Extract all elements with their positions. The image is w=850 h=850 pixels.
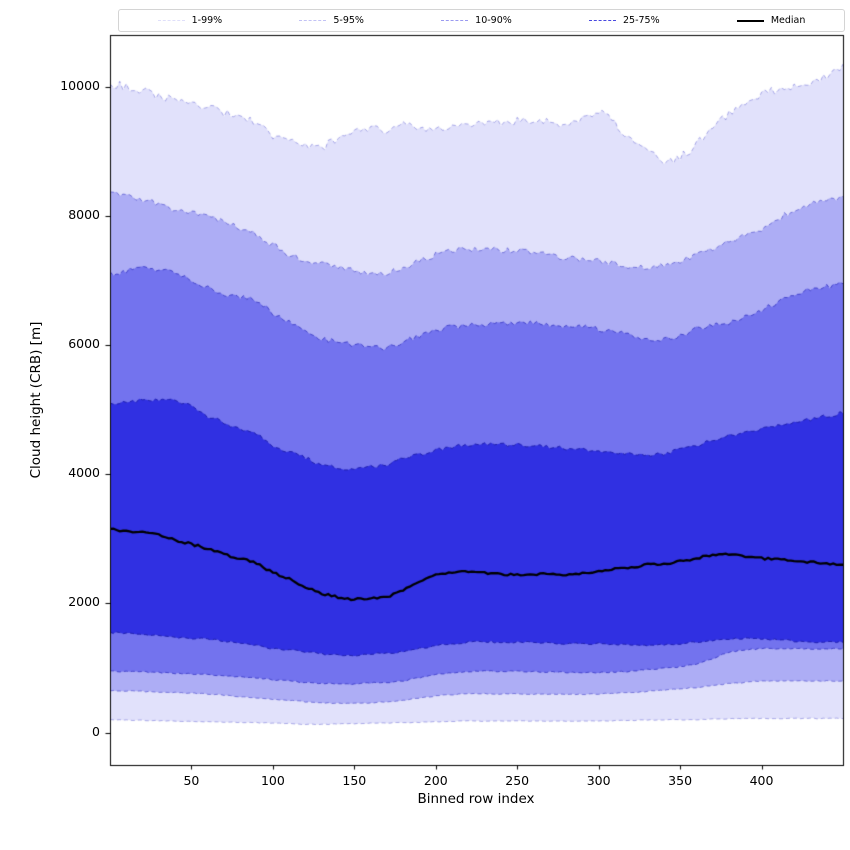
legend-label: 5-95%	[333, 15, 364, 26]
y-axis-label: Cloud height (CRB) [m]	[28, 321, 44, 479]
legend-entry-1-99-: 1-99%	[157, 15, 223, 26]
y-tick-label: 6000	[68, 336, 100, 352]
legend-line-swatch	[157, 20, 185, 21]
legend-line-swatch	[736, 19, 764, 22]
legend-label: 1-99%	[191, 15, 223, 26]
y-tick-label: 2000	[68, 594, 100, 610]
legend-label: 25-75%	[622, 15, 660, 26]
x-tick-label: 150	[342, 773, 367, 788]
x-axis-label: Binned row index	[417, 791, 535, 807]
x-tick-label: 50	[183, 773, 200, 788]
legend-label: Median	[770, 15, 806, 26]
y-tick-label: 0	[92, 723, 100, 739]
y-tick-label: 4000	[68, 465, 100, 481]
legend-entry-median: Median	[736, 15, 806, 26]
legend-entry-25-75-: 25-75%	[588, 15, 660, 26]
legend-entry-10-90-: 10-90%	[441, 15, 512, 26]
y-tick-label: 10000	[60, 77, 100, 93]
x-tick-label: 250	[505, 773, 530, 788]
x-tick-label: 400	[749, 773, 774, 788]
y-tick-label: 8000	[68, 206, 100, 222]
legend-entry-5-95-: 5-95%	[299, 15, 364, 26]
x-tick-label: 350	[668, 773, 693, 788]
legend: 1-99% 5-95% 10-90% 25-75% Median	[118, 9, 845, 32]
legend-line-swatch	[441, 20, 469, 21]
legend-line-swatch	[299, 20, 327, 21]
x-tick-label: 300	[586, 773, 611, 788]
x-tick-label: 100	[260, 773, 285, 788]
legend-line-swatch	[588, 20, 616, 21]
x-tick-label: 200	[423, 773, 448, 788]
legend-label: 10-90%	[475, 15, 512, 26]
